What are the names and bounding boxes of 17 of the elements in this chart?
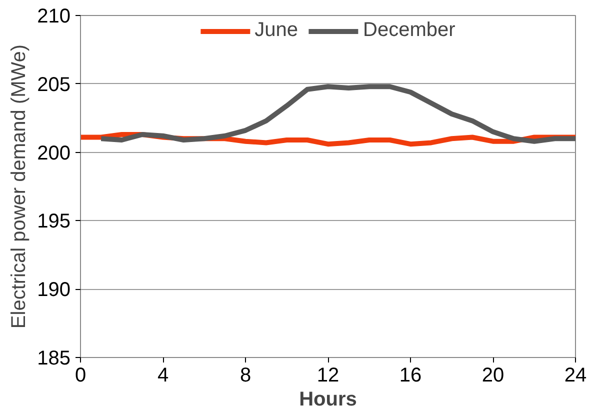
legend-label: June bbox=[254, 19, 298, 42]
y-tick-label: 185 bbox=[37, 348, 71, 370]
x-tick-label: 4 bbox=[157, 364, 169, 386]
x-tick-label: 8 bbox=[240, 364, 252, 386]
x-tick-label: 0 bbox=[74, 364, 86, 386]
x-tick-label: 16 bbox=[399, 364, 422, 386]
y-axis-title: Electrical power demand (MWe) bbox=[8, 44, 30, 329]
x-tick-label: 20 bbox=[482, 364, 504, 386]
x-tick-label: 12 bbox=[316, 364, 340, 386]
y-tick-label: 205 bbox=[37, 74, 71, 96]
y-tick-label: 195 bbox=[37, 210, 71, 233]
y-tick-label: 200 bbox=[37, 142, 71, 164]
y-tick-label: 190 bbox=[37, 279, 71, 302]
y-tick-label: 210 bbox=[37, 6, 71, 28]
x-tick-label: 24 bbox=[564, 364, 587, 386]
x-axis-title: Hours bbox=[299, 388, 357, 410]
legend-label: December bbox=[363, 19, 456, 42]
